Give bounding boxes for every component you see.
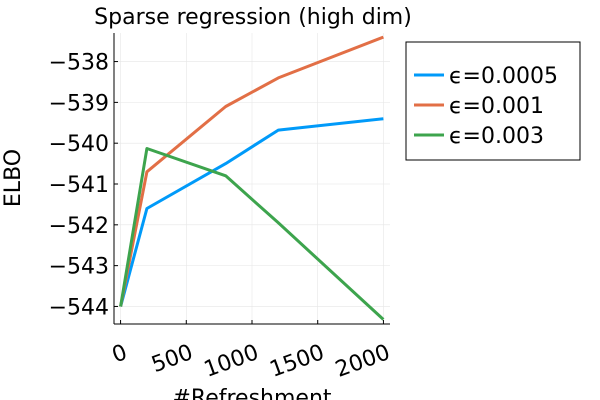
x-tick-label: 1000	[201, 340, 262, 383]
legend-box	[405, 41, 581, 161]
x-tick-label: 500	[148, 340, 196, 378]
y-tick-label: −538	[49, 51, 109, 76]
series-line	[119, 117, 384, 307]
y-axis-ticks: −538 −539 −540 −541 −542 −543 −544	[49, 51, 118, 320]
y-tick-label: −541	[49, 173, 109, 198]
y-tick-label: −543	[49, 255, 109, 280]
series-line	[119, 147, 385, 321]
legend-label: ϵ=0.0005	[449, 64, 558, 89]
x-tick-label: 0	[109, 340, 131, 368]
series-lines	[119, 35, 385, 321]
legend-label: ϵ=0.001	[449, 94, 544, 119]
chart-title: Sparse regression (high dim)	[94, 5, 412, 30]
legend-label: ϵ=0.003	[449, 124, 544, 149]
y-tick-label: −542	[49, 214, 109, 239]
series-line	[119, 35, 384, 307]
x-axis-ticks: 0 500 1000 1500 2000	[109, 320, 393, 383]
x-tick-label: 2000	[332, 340, 393, 383]
y-tick-label: −544	[49, 295, 109, 320]
grid	[114, 33, 390, 324]
x-tick-label: 1500	[267, 340, 328, 383]
y-tick-label: −540	[49, 132, 109, 157]
y-tick-label: −539	[49, 91, 109, 116]
x-axis-label: #Refreshment	[172, 386, 331, 400]
y-axis-label: ELBO	[1, 149, 26, 207]
legend: ϵ=0.0005 ϵ=0.001 ϵ=0.003	[405, 41, 581, 161]
